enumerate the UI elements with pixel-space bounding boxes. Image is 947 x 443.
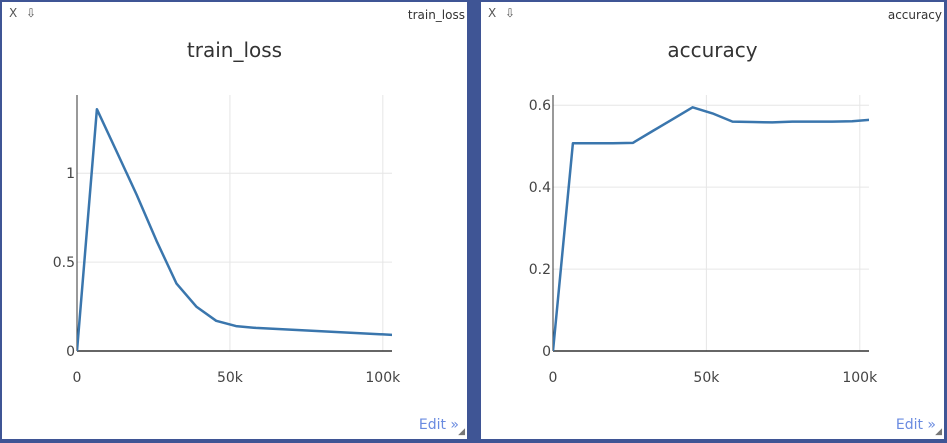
y-tick-label: 0.4 [529,180,551,196]
train-loss-chart[interactable]: 0 0.5 1 0 50k 100k [2,2,467,439]
x-tick-label: 0 [549,370,558,386]
edit-link[interactable]: Edit » [418,417,459,433]
edit-link[interactable]: Edit » [895,417,936,433]
series-line [553,106,869,351]
series-line [77,107,392,351]
window-title: accuracy [887,8,942,22]
close-icon[interactable]: X [9,6,18,20]
y-tick-label: 0.5 [53,255,75,271]
y-tick-label: 0 [66,344,75,360]
download-icon[interactable]: ⇩ [26,6,37,20]
y-tick-label: 0.2 [529,262,551,278]
resize-handle-icon[interactable]: ◢ [458,427,465,437]
y-tick-label: 0.6 [529,98,551,114]
y-tick-label: 1 [66,166,75,182]
accuracy-chart[interactable]: 0 0.2 0.4 0.6 0 50k 100k [481,2,944,439]
x-tick-label: 100k [842,370,878,386]
window-title: train_loss [407,8,465,22]
x-tick-label: 50k [217,370,244,386]
resize-handle-icon[interactable]: ◢ [935,427,942,437]
accuracy-panel: X ⇩ accuracy accuracy 0 0.2 0.4 0.6 0 50k 100k… [481,2,944,439]
x-tick-label: 0 [73,370,82,386]
x-tick-label: 100k [365,370,401,386]
download-icon[interactable]: ⇩ [505,6,516,20]
y-tick-label: 0 [542,344,551,360]
x-tick-label: 50k [693,370,720,386]
chart-title: train_loss [186,38,283,62]
chart-title: accuracy [667,38,758,62]
train-loss-panel: X ⇩ train_loss train_loss 0 0.5 1 0 50k 100k … [2,2,467,439]
close-icon[interactable]: X [488,6,497,20]
